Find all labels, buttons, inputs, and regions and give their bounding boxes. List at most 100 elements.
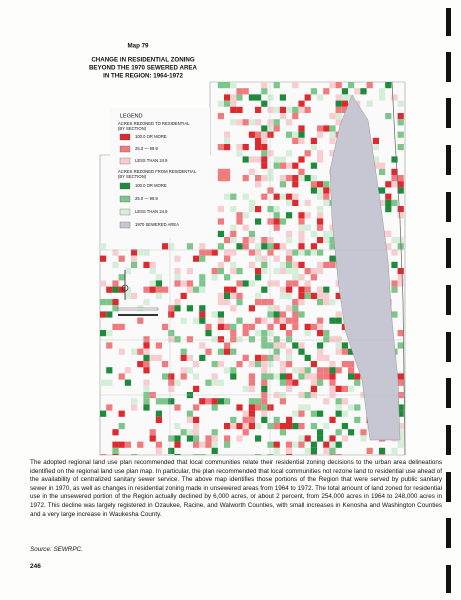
section-cell: [323, 398, 330, 405]
section-cell: [286, 255, 293, 262]
section-cell: [255, 454, 262, 455]
section-cell: [242, 429, 249, 436]
section-cell: [329, 131, 336, 138]
section-cell: [186, 243, 193, 250]
section-cell: [230, 119, 237, 126]
section-cell: [224, 292, 231, 299]
section-cell: [304, 175, 311, 182]
section-cell: [317, 373, 324, 380]
section-cell: [248, 156, 255, 163]
section-cell: [205, 249, 212, 256]
section-cell: [261, 373, 268, 380]
section-cell: [304, 286, 311, 293]
section-cell: [236, 106, 243, 113]
section-cell: [391, 168, 398, 175]
section-cell: [224, 82, 231, 89]
section-cell: [323, 354, 330, 361]
section-cell: [211, 311, 218, 318]
section-cell: [348, 404, 355, 411]
section-cell: [335, 100, 342, 107]
section-cell: [261, 162, 268, 169]
section-cell: [180, 367, 187, 374]
section-cell: [341, 348, 348, 355]
section-cell: [267, 373, 274, 380]
section-cell: [224, 348, 231, 355]
section-cell: [211, 373, 218, 380]
section-cell: [273, 106, 280, 113]
section-cell: [186, 286, 193, 293]
section-cell: [310, 230, 317, 237]
section-cell: [261, 330, 268, 337]
section-cell: [341, 410, 348, 417]
section-cell: [242, 243, 249, 250]
section-cell: [298, 137, 305, 144]
section-cell: [360, 435, 367, 442]
section-cell: [286, 249, 293, 256]
section-cell: [217, 398, 224, 405]
section-cell: [317, 268, 324, 275]
legend-label: LESS THAN 24.9: [135, 158, 168, 163]
section-cell: [286, 280, 293, 287]
section-cell: [143, 404, 150, 411]
section-cell: [310, 441, 317, 448]
section-cell: [230, 292, 237, 299]
section-cell: [391, 447, 398, 454]
section-cell: [304, 330, 311, 337]
section-cell: [118, 274, 125, 281]
section-cell: [310, 162, 317, 169]
section-cell: [323, 423, 330, 430]
section-cell: [366, 447, 373, 454]
section-cell: [286, 416, 293, 423]
section-cell: [174, 454, 181, 455]
section-cell: [261, 286, 268, 293]
section-cell: [317, 224, 324, 231]
section-cell: [186, 268, 193, 275]
section-cell: [217, 261, 224, 268]
section-cell: [385, 206, 392, 213]
section-cell: [236, 268, 243, 275]
section-cell: [286, 237, 293, 244]
sewered-area: [329, 94, 401, 441]
section-cell: [379, 162, 386, 169]
north-arrow: [121, 270, 129, 300]
section-cell: [279, 156, 286, 163]
section-cell: [323, 441, 330, 448]
section-cell: [155, 292, 162, 299]
legend-label: 100.0 OR MORE: [135, 134, 167, 139]
section-cell: [323, 187, 330, 194]
section-cell: [329, 237, 336, 244]
section-cell: [329, 255, 336, 262]
section-cell: [286, 305, 293, 312]
section-cell: [286, 385, 293, 392]
section-cell: [248, 199, 255, 206]
section-cell: [186, 354, 193, 361]
section-cell: [168, 336, 175, 343]
section-cell: [224, 175, 231, 182]
section-cell: [323, 261, 330, 268]
section-cell: [112, 429, 119, 436]
section-cell: [273, 454, 280, 455]
section-cell: [248, 249, 255, 256]
section-cell: [310, 447, 317, 454]
section-cell: [341, 361, 348, 368]
section-cell: [292, 131, 299, 138]
section-cell: [286, 131, 293, 138]
section-cell: [236, 280, 243, 287]
section-cell: [186, 336, 193, 343]
section-cell: [304, 224, 311, 231]
section-cell: [273, 125, 280, 132]
section-cell: [335, 367, 342, 374]
section-cell: [323, 330, 330, 337]
section-cell: [193, 255, 200, 262]
section-cell: [261, 367, 268, 374]
section-cell: [255, 423, 262, 430]
section-cell: [193, 404, 200, 411]
section-cell: [335, 348, 342, 355]
section-cell: [224, 435, 231, 442]
section-cell: [273, 416, 280, 423]
section-cell: [379, 187, 386, 194]
section-cell: [310, 423, 317, 430]
section-cell: [273, 342, 280, 349]
section-cell: [310, 181, 317, 188]
section-cell: [304, 212, 311, 219]
